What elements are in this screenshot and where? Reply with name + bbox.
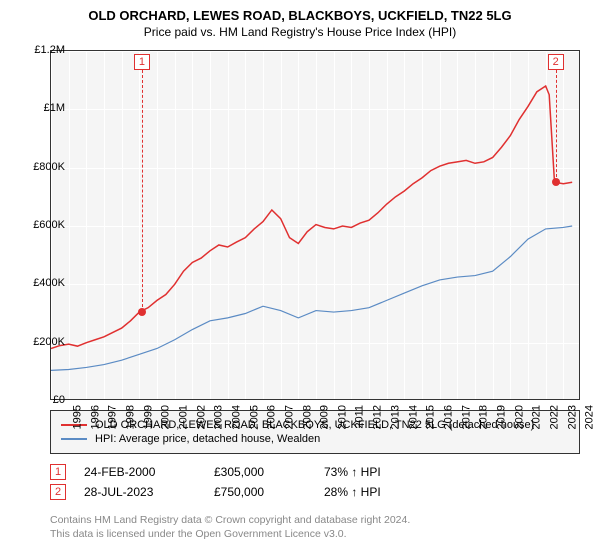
- x-axis-label: 2020: [513, 405, 525, 429]
- legend-swatch: [61, 438, 87, 440]
- legend-item: HPI: Average price, detached house, Weal…: [61, 433, 569, 445]
- x-axis-label: 2004: [230, 405, 242, 429]
- x-axis-label: 2003: [213, 405, 225, 429]
- x-axis-label: 1998: [124, 405, 136, 429]
- series-line: [51, 226, 572, 370]
- x-axis-label: 2007: [283, 405, 295, 429]
- gridline-h: [51, 401, 579, 402]
- transaction-row: 2 28-JUL-2023£750,00028% ↑ HPI: [50, 484, 580, 500]
- chart-subtitle: Price paid vs. HM Land Registry's House …: [0, 23, 600, 39]
- gridline-v: [581, 51, 582, 399]
- y-axis-label: £0: [53, 394, 65, 406]
- y-axis-label: £600K: [33, 219, 65, 231]
- x-axis-label: 1995: [71, 405, 83, 429]
- x-axis-label: 2012: [372, 405, 384, 429]
- transaction-price: £305,000: [214, 465, 324, 479]
- y-axis-label: £400K: [33, 277, 65, 289]
- marker-label: 2: [548, 54, 564, 70]
- x-axis-label: 1999: [142, 405, 154, 429]
- transaction-table: 1 24-FEB-2000£305,00073% ↑ HPI 2 28-JUL-202…: [50, 460, 580, 504]
- transaction-pct: 73% ↑ HPI: [324, 465, 384, 479]
- x-axis-label: 2017: [460, 405, 472, 429]
- chart-svg: [51, 51, 581, 401]
- transaction-date: 28-JUL-2023: [84, 485, 214, 499]
- x-axis-label: 2005: [248, 405, 260, 429]
- x-axis-label: 2015: [425, 405, 437, 429]
- x-axis-label: 1997: [107, 405, 119, 429]
- legend-item: OLD ORCHARD, LEWES ROAD, BLACKBOYS, UCKF…: [61, 419, 569, 431]
- x-axis-label: 2019: [495, 405, 507, 429]
- marker-line: [556, 70, 557, 182]
- x-axis-label: 1996: [89, 405, 101, 429]
- x-axis-label: 2018: [478, 405, 490, 429]
- transaction-price: £750,000: [214, 485, 324, 499]
- y-axis-label: £1.2M: [34, 44, 65, 56]
- x-axis-label: 2011: [353, 405, 365, 429]
- marker-line: [142, 70, 143, 312]
- transaction-badge: 1: [50, 464, 66, 480]
- legend-label: HPI: Average price, detached house, Weal…: [95, 433, 320, 445]
- x-axis-label: 2002: [195, 405, 207, 429]
- x-axis-label: 2014: [407, 405, 419, 429]
- x-axis-label: 2013: [389, 405, 401, 429]
- marker-label: 1: [134, 54, 150, 70]
- footer-line-1: Contains HM Land Registry data © Crown c…: [50, 514, 410, 528]
- series-line: [51, 86, 572, 349]
- marker-dot: [138, 308, 146, 316]
- footer-text: Contains HM Land Registry data © Crown c…: [50, 514, 410, 541]
- x-axis-label: 2006: [266, 405, 278, 429]
- x-axis-label: 2023: [566, 405, 578, 429]
- transaction-date: 24-FEB-2000: [84, 465, 214, 479]
- transaction-badge: 2: [50, 484, 66, 500]
- x-axis-label: 2001: [177, 405, 189, 429]
- x-axis-label: 2009: [319, 405, 331, 429]
- chart-plot-area: 12: [50, 50, 580, 400]
- x-axis-label: 2000: [160, 405, 172, 429]
- footer-line-2: This data is licensed under the Open Gov…: [50, 528, 410, 542]
- transaction-pct: 28% ↑ HPI: [324, 485, 384, 499]
- chart-container: OLD ORCHARD, LEWES ROAD, BLACKBOYS, UCKF…: [0, 0, 600, 560]
- y-axis-label: £800K: [33, 161, 65, 173]
- x-axis-label: 2010: [336, 405, 348, 429]
- x-axis-label: 2021: [531, 405, 543, 429]
- y-axis-label: £1M: [44, 102, 65, 114]
- x-axis-label: 2008: [301, 405, 313, 429]
- marker-dot: [552, 178, 560, 186]
- y-axis-label: £200K: [33, 336, 65, 348]
- chart-title: OLD ORCHARD, LEWES ROAD, BLACKBOYS, UCKF…: [0, 0, 600, 23]
- x-axis-label: 2016: [442, 405, 454, 429]
- x-axis-label: 2022: [548, 405, 560, 429]
- transaction-row: 1 24-FEB-2000£305,00073% ↑ HPI: [50, 464, 580, 480]
- x-axis-label: 2024: [584, 405, 596, 429]
